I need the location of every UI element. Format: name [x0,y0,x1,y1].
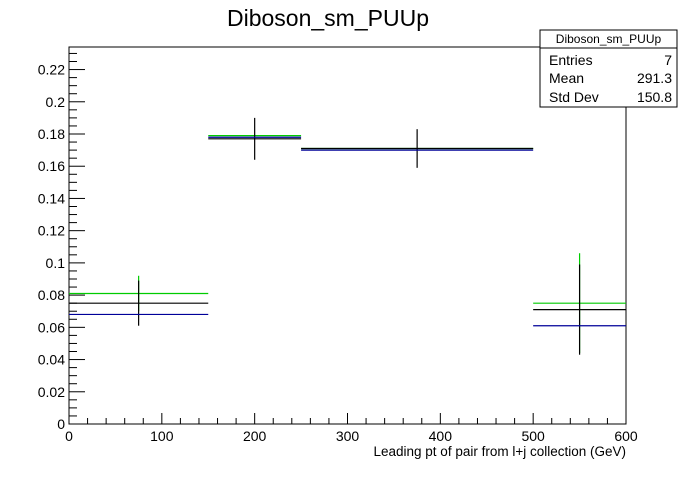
y-tick-label: 0.08 [38,287,65,303]
x-tick-label: 300 [336,428,360,444]
y-tick-label: 0.14 [38,190,65,206]
stats-mean-value: 291.3 [637,70,672,86]
y-tick-label: 0.22 [38,62,65,78]
stats-mean-label: Mean [549,70,584,86]
y-tick-label: 0.02 [38,384,65,400]
stats-box: Diboson_sm_PUUp Entries 7 Mean 291.3 Std… [539,29,678,108]
series-0 [69,135,626,354]
data-marks [69,117,626,355]
y-tick-label: 0.2 [46,94,66,110]
stats-box-title: Diboson_sm_PUUp [556,32,662,46]
stats-entries-value: 7 [664,52,672,68]
stats-stddev-value: 150.8 [637,89,672,105]
y-tick-label: 0 [57,416,65,432]
x-tick-label: 400 [429,428,453,444]
series-1 [69,117,626,355]
y-tick-label: 0.06 [38,319,65,335]
y-tick-label: 0.16 [38,158,65,174]
x-tick-label: 0 [65,428,73,444]
y-tick-label: 0.04 [38,352,65,368]
x-tick-label: 200 [243,428,267,444]
y-tick-label: 0.1 [46,255,66,271]
series-2 [69,136,626,327]
axes: 0 100 200 300 400 500 600 0 0.02 0.04 0.06 0.08 0.1 0… [38,52,638,444]
y-tick-label: 0.18 [38,126,65,142]
chart-title: Diboson_sm_PUUp [227,5,429,31]
stats-stddev-label: Std Dev [549,89,599,105]
stats-box-frame [539,29,678,108]
x-axis-label: Leading pt of pair from l+j collection (… [374,444,627,459]
x-tick-label: 500 [521,428,545,444]
y-tick-label: 0.12 [38,223,65,239]
x-tick-label: 100 [150,428,174,444]
stats-entries-label: Entries [549,52,593,68]
x-tick-label: 600 [614,428,638,444]
